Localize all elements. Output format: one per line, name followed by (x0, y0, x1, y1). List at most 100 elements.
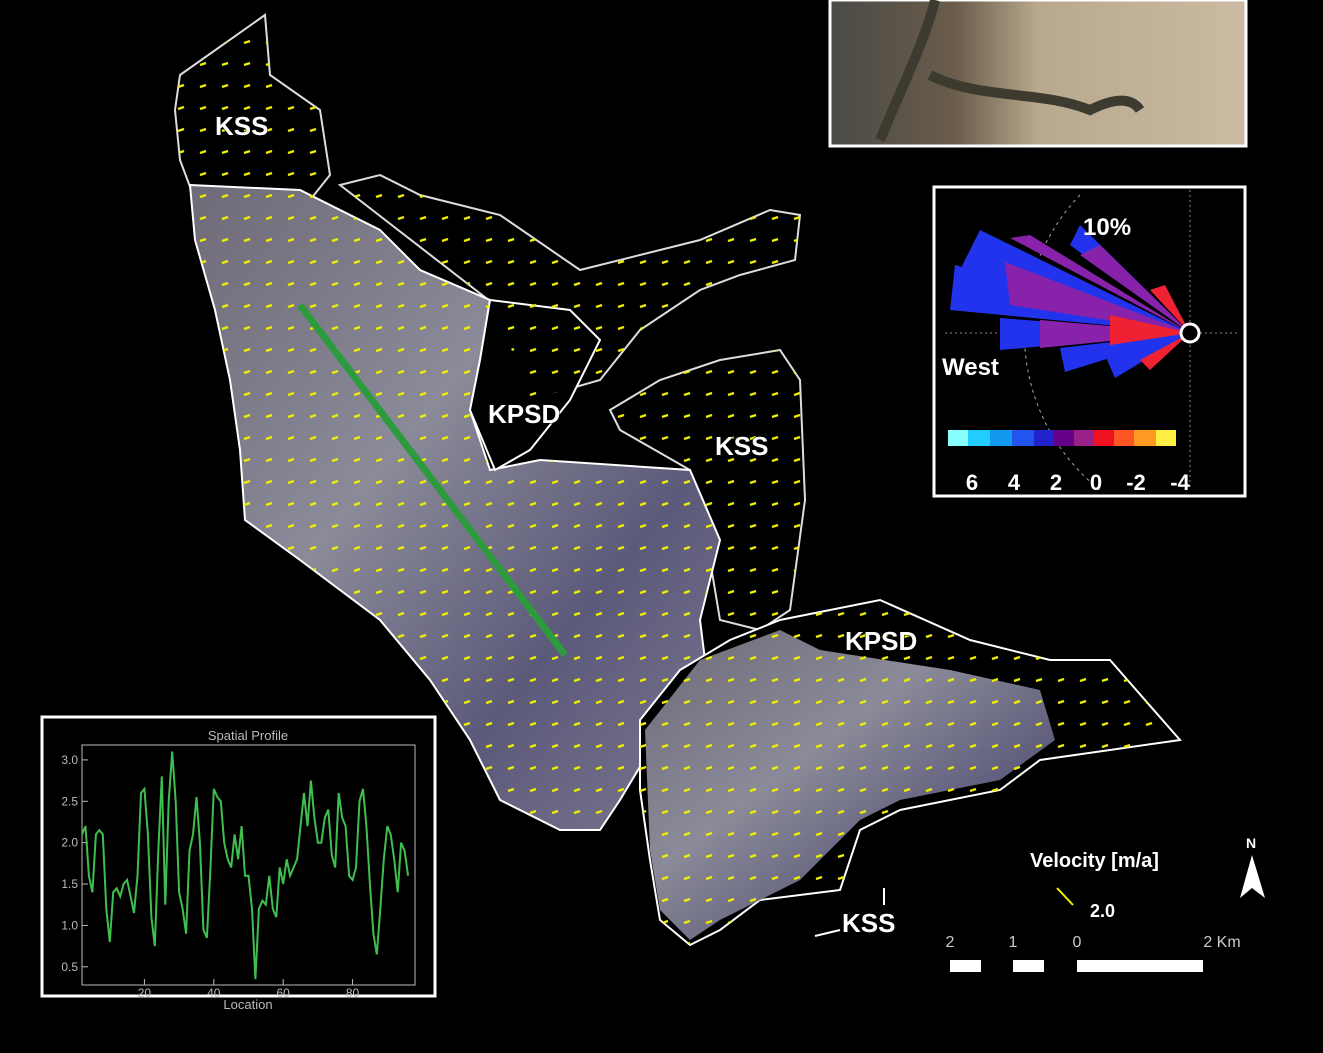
vector (749, 787, 757, 793)
vector (881, 743, 889, 749)
x-tick-label: 60 (277, 986, 291, 1000)
vector (243, 215, 251, 221)
vector (551, 545, 559, 551)
vector (485, 655, 493, 661)
vector (639, 281, 647, 287)
x-tick-label: 80 (346, 986, 360, 1000)
vector (507, 501, 515, 507)
vector (573, 303, 581, 309)
vector (573, 699, 581, 705)
vector (617, 523, 625, 529)
vector (463, 435, 471, 441)
vector (397, 303, 405, 309)
vector (1123, 699, 1131, 705)
vector (749, 435, 757, 441)
vector (331, 435, 339, 441)
vector (551, 677, 559, 683)
vector (243, 83, 251, 89)
vector (727, 831, 735, 837)
vector (309, 215, 317, 221)
vector (947, 655, 955, 661)
vector (617, 347, 625, 353)
vector (529, 545, 537, 551)
vector (243, 105, 251, 111)
vector (661, 281, 669, 287)
vector (221, 237, 229, 243)
vector (485, 699, 493, 705)
vector (265, 501, 273, 507)
vector (881, 677, 889, 683)
vector (309, 523, 317, 529)
vector (485, 677, 493, 683)
vector (419, 391, 427, 397)
vector (1123, 721, 1131, 727)
vector (793, 699, 801, 705)
vector (177, 83, 185, 89)
vector (243, 347, 251, 353)
vector (441, 567, 449, 573)
vector (705, 501, 713, 507)
vector (617, 655, 625, 661)
vector (595, 589, 603, 595)
vector (1013, 721, 1021, 727)
vector (683, 655, 691, 661)
y-tick-label: 2.0 (61, 836, 78, 850)
vector (573, 589, 581, 595)
vector (199, 171, 207, 177)
vector (1057, 721, 1065, 727)
vector (353, 457, 361, 463)
vector (287, 105, 295, 111)
vector (1101, 677, 1109, 683)
vector (287, 281, 295, 287)
vector (551, 721, 559, 727)
vector (551, 259, 559, 265)
vector (441, 369, 449, 375)
vector (837, 721, 845, 727)
vector (771, 677, 779, 683)
vector (463, 369, 471, 375)
vector (705, 677, 713, 683)
vector (727, 853, 735, 859)
vector (749, 545, 757, 551)
vector (397, 501, 405, 507)
vector (683, 743, 691, 749)
vector (463, 633, 471, 639)
vector (463, 655, 471, 661)
vector (815, 787, 823, 793)
vector (221, 171, 229, 177)
region-label: KSS (842, 908, 895, 938)
vector (243, 259, 251, 265)
profile-transect (297, 302, 568, 658)
vector (815, 633, 823, 639)
vector (683, 457, 691, 463)
vector (749, 875, 757, 881)
vector (727, 545, 735, 551)
vector (947, 699, 955, 705)
vector (529, 787, 537, 793)
vector (639, 413, 647, 419)
vector (397, 325, 405, 331)
y-tick-label: 1.5 (61, 877, 78, 891)
vector (375, 303, 383, 309)
vector (265, 347, 273, 353)
vector (287, 237, 295, 243)
vector (221, 127, 229, 133)
vector (595, 281, 603, 287)
vector (529, 633, 537, 639)
vector (353, 259, 361, 265)
vector (573, 325, 581, 331)
vector (485, 611, 493, 617)
vector (551, 523, 559, 529)
vector (265, 523, 273, 529)
y-tick-label: 0.5 (61, 960, 78, 974)
vector (441, 435, 449, 441)
vector (397, 193, 405, 199)
vector (331, 523, 339, 529)
vector (595, 633, 603, 639)
vector (375, 567, 383, 573)
vector (639, 743, 647, 749)
vector (683, 523, 691, 529)
vector (837, 875, 845, 881)
vector (397, 215, 405, 221)
vector (639, 677, 647, 683)
